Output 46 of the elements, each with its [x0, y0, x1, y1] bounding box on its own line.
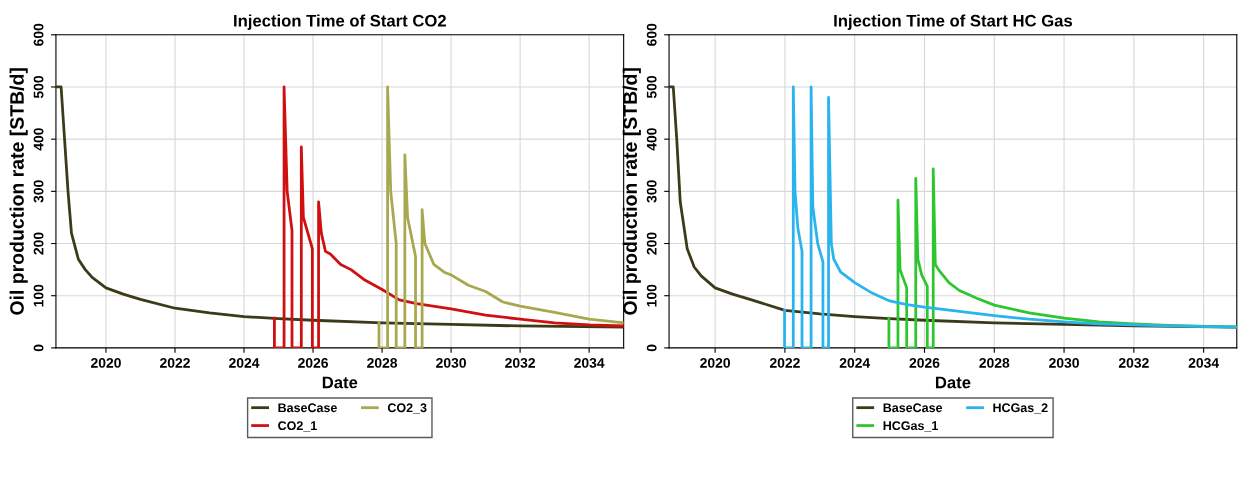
y-tick-label: 200	[33, 232, 44, 255]
x-tick-label: 2034	[574, 357, 605, 368]
y-tick-label: 600	[646, 23, 657, 46]
x-axis-title: Date	[935, 376, 971, 389]
legend-label: BaseCase	[278, 403, 337, 413]
y-axis-title: Oil production rate [STB/d]	[9, 68, 28, 315]
x-axis-title: Date	[322, 376, 358, 389]
y-tick-label: 100	[646, 284, 657, 307]
x-tick-label: 2024	[229, 357, 260, 368]
y-tick-label: 400	[646, 128, 657, 151]
x-tick-label: 2030	[1049, 357, 1079, 368]
x-tick-label: 2026	[909, 357, 940, 368]
chart-title: Injection Time of Start HC Gas	[834, 14, 1073, 30]
y-tick-label: 300	[646, 180, 657, 203]
y-tick-label: 200	[646, 232, 657, 255]
x-tick-label: 2028	[367, 357, 398, 368]
y-tick-label: 500	[33, 75, 44, 99]
line-series	[55, 85, 624, 329]
x-tick-label: 2028	[979, 357, 1010, 368]
x-tick-label: 2020	[91, 357, 121, 368]
y-tick-label: 0	[33, 344, 44, 352]
legend-label: CO2_1	[278, 421, 317, 432]
line-series	[377, 85, 624, 348]
legend-label: CO2_3	[387, 403, 427, 414]
y-tick-label: 500	[646, 75, 657, 99]
x-tick-label: 2022	[160, 357, 190, 368]
y-tick-label: 300	[33, 180, 44, 203]
line-series	[783, 85, 1237, 348]
line-series	[273, 85, 624, 348]
legend-label: HCGas_1	[883, 421, 938, 432]
chart-title: Injection Time of Start CO2	[234, 14, 446, 30]
y-tick-label: 100	[33, 284, 44, 307]
x-tick-label: 2026	[298, 357, 328, 368]
x-tick-label: 2022	[769, 357, 800, 368]
x-tick-label: 2034	[1188, 357, 1220, 368]
legend-label: BaseCase	[883, 403, 943, 413]
x-tick-label: 2020	[700, 357, 731, 368]
y-axis-title: Oil production rate [STB/d]	[622, 68, 641, 315]
legend-label: HCGas_2	[993, 403, 1048, 414]
y-tick-label: 400	[33, 128, 44, 151]
y-tick-label: 600	[33, 23, 44, 46]
x-tick-label: 2024	[839, 357, 871, 368]
x-tick-label: 2032	[505, 357, 536, 368]
x-tick-label: 2032	[1118, 357, 1149, 368]
y-tick-label: 0	[646, 344, 657, 352]
x-tick-label: 2030	[436, 357, 466, 368]
